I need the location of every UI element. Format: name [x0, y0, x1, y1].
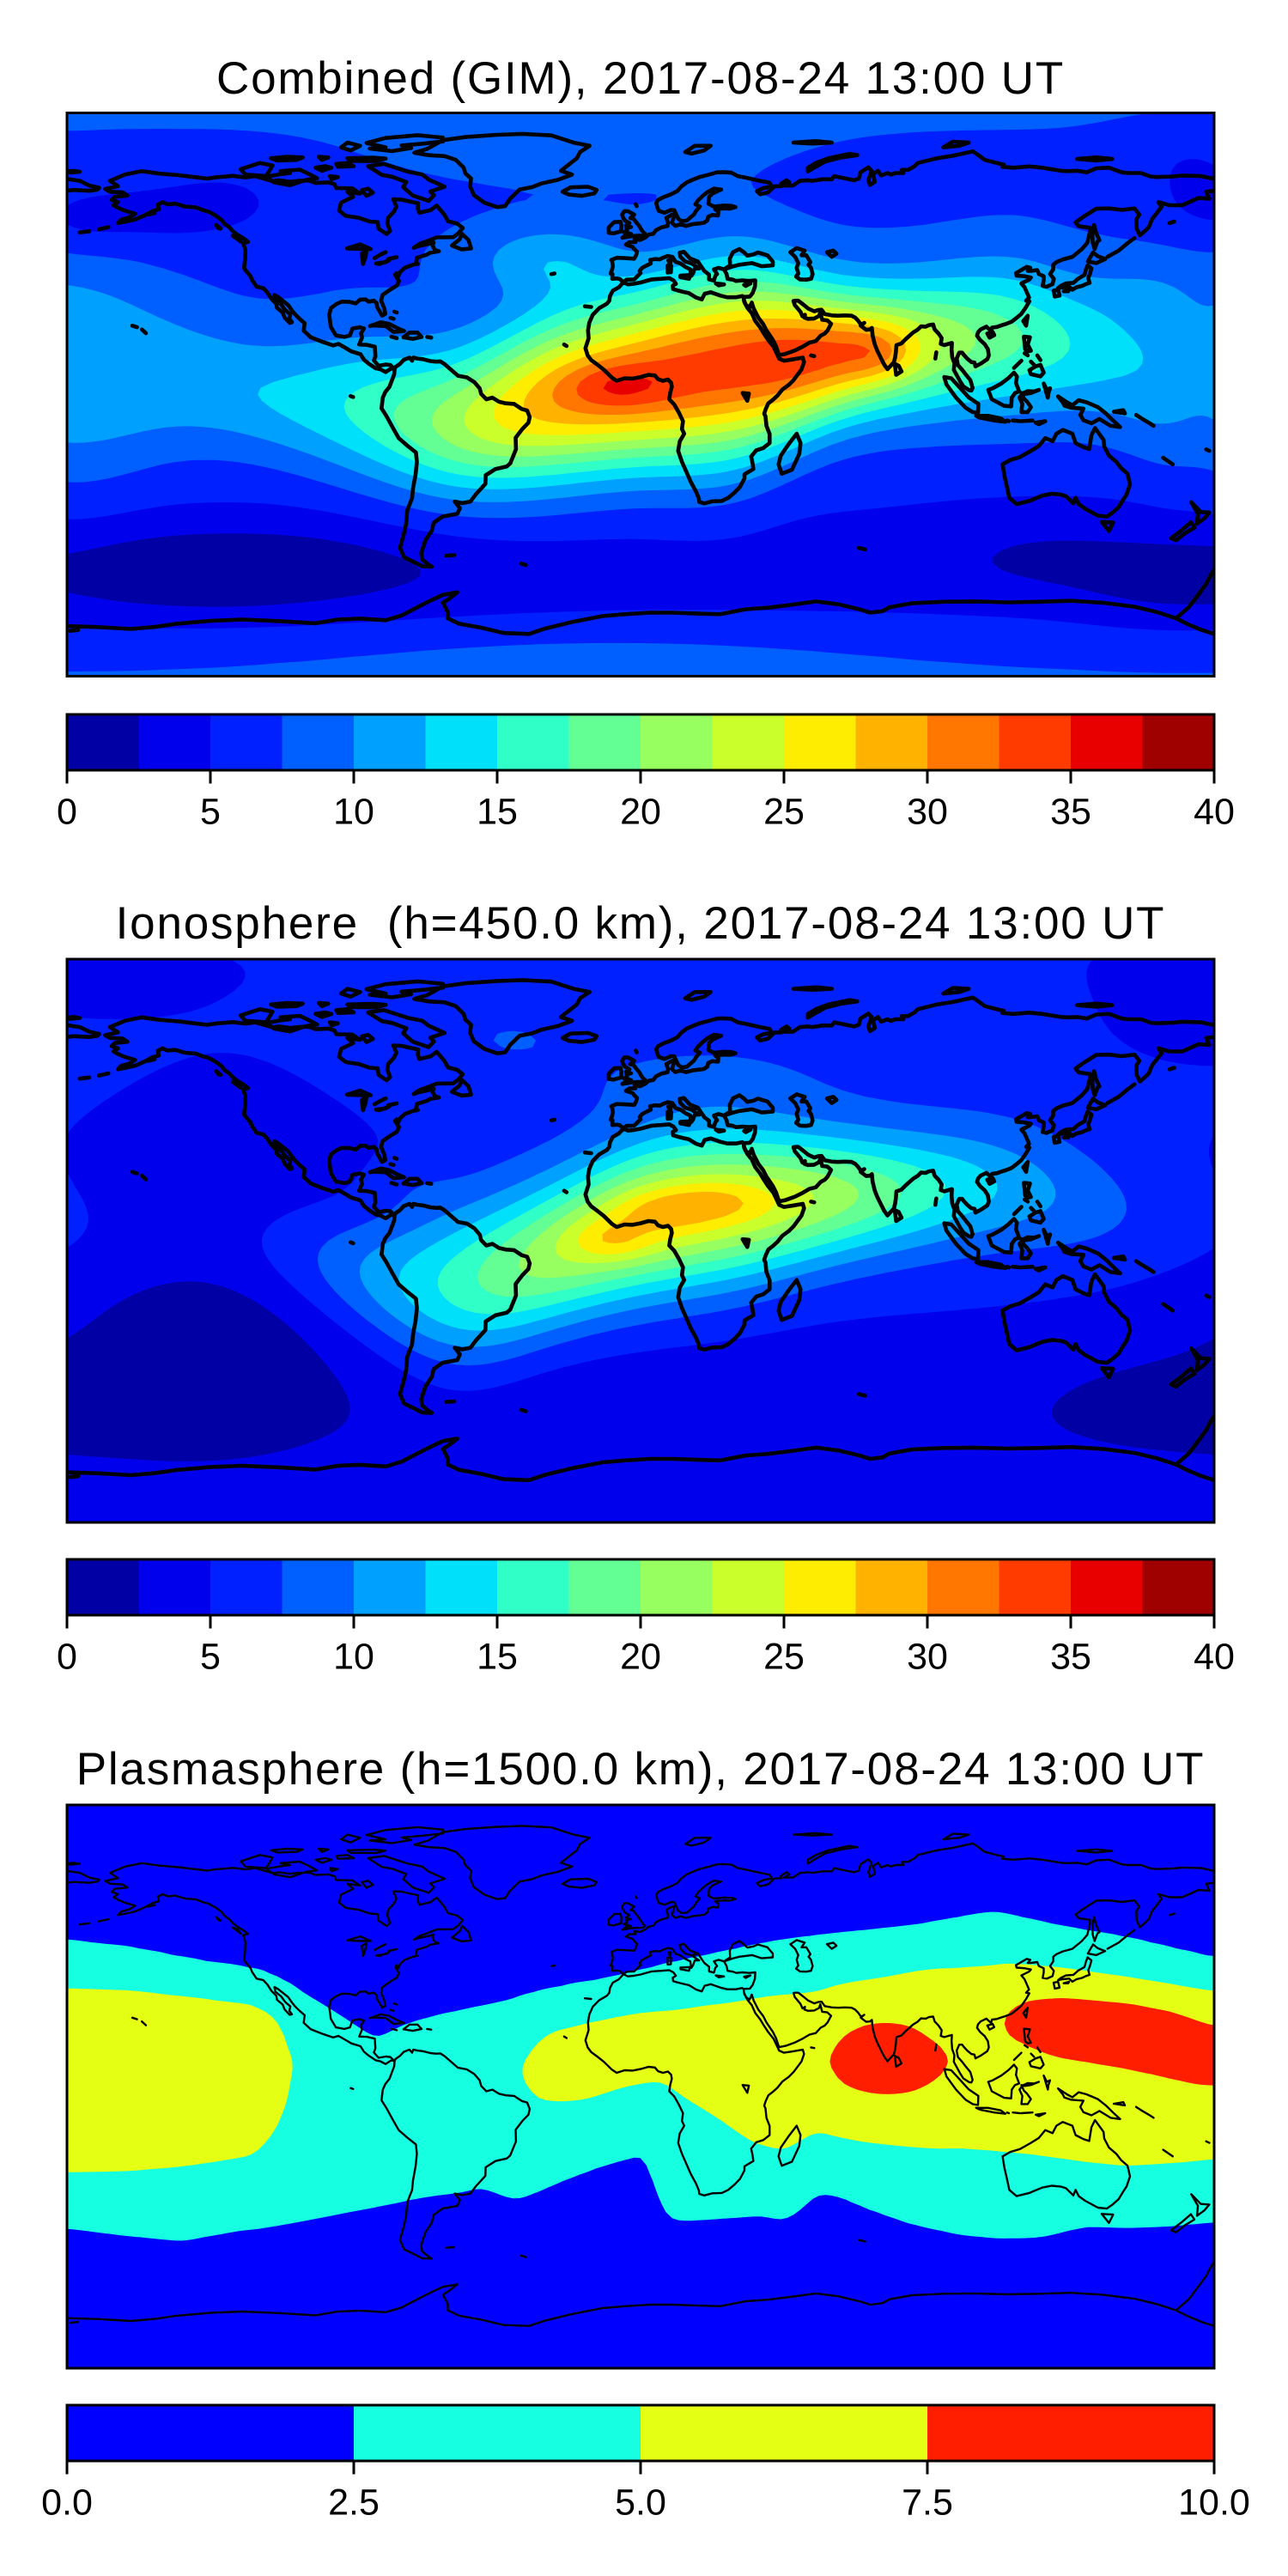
svg-text:10: 10 [333, 1637, 374, 1678]
svg-text:40: 40 [1194, 792, 1235, 833]
svg-text:25: 25 [763, 792, 805, 833]
svg-text:10.0: 10.0 [1178, 2482, 1250, 2524]
svg-text:35: 35 [1050, 792, 1091, 833]
svg-text:30: 30 [907, 792, 948, 833]
svg-text:5: 5 [200, 792, 221, 833]
svg-text:10: 10 [333, 792, 374, 833]
svg-text:0: 0 [57, 792, 77, 833]
svg-text:Plasmasphere (h=1500.0 km), 20: Plasmasphere (h=1500.0 km), 2017-08-24 1… [76, 1744, 1206, 1795]
svg-text:7.5: 7.5 [902, 2482, 953, 2524]
svg-text:0: 0 [57, 1637, 77, 1678]
svg-text:5: 5 [200, 1637, 221, 1678]
svg-text:Combined (GIM), 2017-08-24 13:: Combined (GIM), 2017-08-24 13:00 UT [216, 53, 1065, 104]
svg-text:20: 20 [620, 792, 661, 833]
svg-text:20: 20 [620, 1637, 661, 1678]
svg-text:30: 30 [907, 1637, 948, 1678]
svg-text:Ionosphere (h=450.0 km), 2017: Ionosphere (h=450.0 km), 2017-08-24 13:0… [116, 898, 1166, 949]
svg-text:0.0: 0.0 [41, 2482, 93, 2524]
svg-text:40: 40 [1194, 1637, 1235, 1678]
svg-text:15: 15 [477, 792, 518, 833]
svg-text:25: 25 [763, 1637, 805, 1678]
svg-text:2.5: 2.5 [328, 2482, 380, 2524]
svg-text:35: 35 [1050, 1637, 1091, 1678]
svg-text:5.0: 5.0 [615, 2482, 666, 2524]
svg-text:15: 15 [477, 1637, 518, 1678]
